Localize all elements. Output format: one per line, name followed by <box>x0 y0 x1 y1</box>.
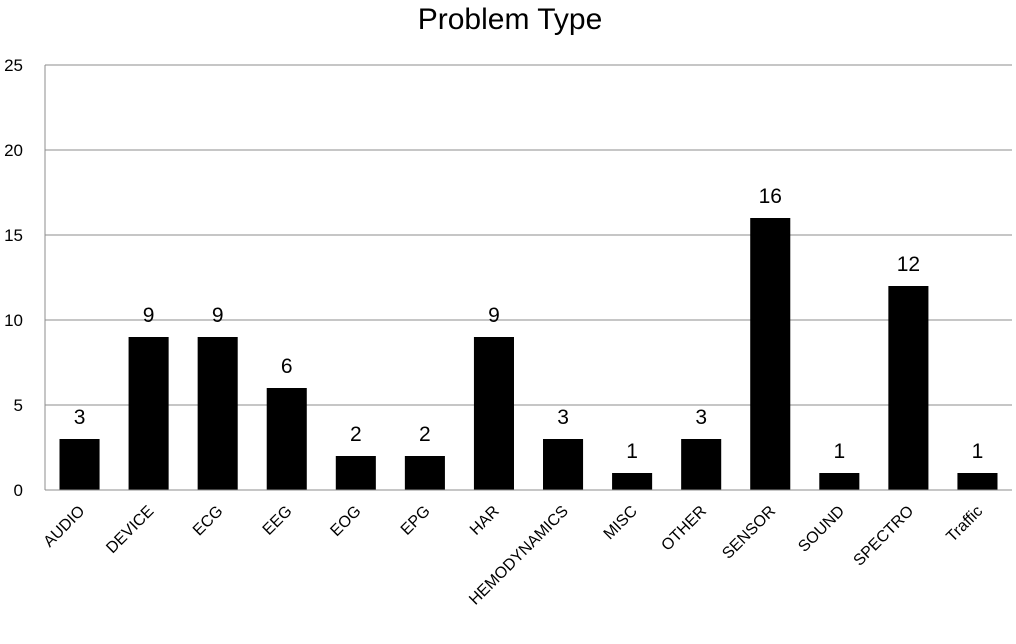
data-label-ecg: 9 <box>212 304 224 327</box>
x-tick-label-sensor: SENSOR <box>719 503 779 563</box>
data-labels: 3 9 9 6 2 2 9 3 1 3 16 1 12 1 <box>74 185 984 463</box>
x-tick-label-audio: AUDIO <box>41 503 89 551</box>
bar-traffic <box>957 473 998 490</box>
y-tick-label-0: 0 <box>14 481 23 500</box>
bar-ecg <box>197 337 238 490</box>
bar-sensor <box>750 218 791 490</box>
x-tick-label-har: HAR <box>467 503 503 539</box>
bars <box>59 218 998 490</box>
x-tick-label-other: OTHER <box>658 503 710 555</box>
data-label-misc: 1 <box>626 440 638 463</box>
data-label-device: 9 <box>143 304 155 327</box>
data-label-other: 3 <box>695 406 707 429</box>
gridlines <box>45 64 1012 406</box>
bar-epg <box>404 456 445 490</box>
data-label-sensor: 16 <box>759 185 782 208</box>
x-tick-label-sound: SOUND <box>795 503 848 556</box>
chart-title: Problem Type <box>418 3 603 36</box>
x-tick-label-traffic: Traffic <box>943 503 986 546</box>
data-label-hemodynamics: 3 <box>557 406 569 429</box>
data-label-traffic: 1 <box>972 440 984 463</box>
bar-har <box>473 337 514 490</box>
x-tick-label-eog: EOG <box>327 503 364 540</box>
y-axis-ticks: 0 5 10 15 20 25 <box>4 56 23 500</box>
bar-other <box>681 439 722 490</box>
y-tick-label-10: 10 <box>4 311 23 330</box>
bar-hemodynamics <box>543 439 584 490</box>
data-label-audio: 3 <box>74 406 86 429</box>
data-label-eeg: 6 <box>281 355 293 378</box>
data-label-eog: 2 <box>350 423 362 446</box>
bar-audio <box>59 439 100 490</box>
x-tick-label-spectro: SPECTRO <box>851 503 918 570</box>
data-label-har: 9 <box>488 304 500 327</box>
bar-eeg <box>266 388 307 490</box>
x-tick-label-device: DEVICE <box>103 503 157 557</box>
x-tick-label-epg: EPG <box>398 503 434 539</box>
y-tick-label-15: 15 <box>4 226 23 245</box>
bar-spectro <box>888 286 929 490</box>
data-label-epg: 2 <box>419 423 431 446</box>
x-tick-label-eeg: EEG <box>260 503 296 539</box>
bar-eog <box>335 456 376 490</box>
bar-device <box>128 337 169 490</box>
y-tick-label-20: 20 <box>4 141 23 160</box>
bar-misc <box>612 473 653 490</box>
y-tick-label-25: 25 <box>4 56 23 75</box>
data-label-sound: 1 <box>833 440 845 463</box>
x-tick-label-misc: MISC <box>601 503 641 543</box>
data-label-spectro: 12 <box>897 253 920 276</box>
x-tick-label-ecg: ECG <box>190 503 227 540</box>
y-tick-label-5: 5 <box>14 396 23 415</box>
bar-sound <box>819 473 860 490</box>
